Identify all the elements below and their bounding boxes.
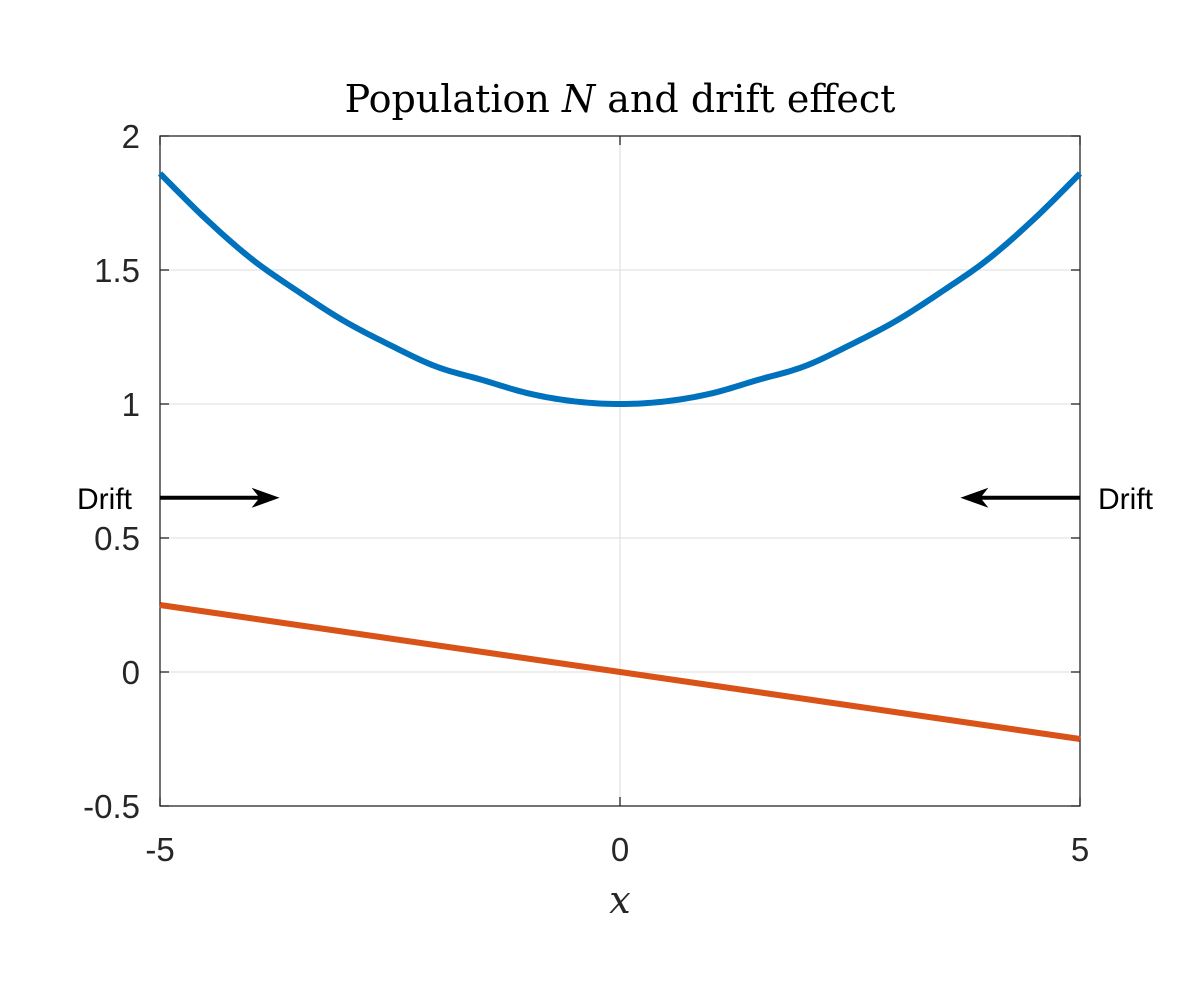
drift-arrow-head bbox=[960, 487, 989, 508]
title-variable: N bbox=[561, 77, 597, 121]
ticks: -0.5 0 0.5 1 1.5 2 -5 0 5 bbox=[83, 118, 1089, 868]
y-tick-label: -0.5 bbox=[83, 788, 140, 825]
series-line-2 bbox=[159, 602, 1081, 742]
drift-label: Drift bbox=[77, 483, 133, 516]
drift-label: Drift bbox=[1098, 483, 1154, 516]
x-axis-label: x bbox=[609, 878, 630, 922]
y-tick-label: 0.5 bbox=[94, 520, 140, 557]
title-prefix: Population bbox=[345, 77, 562, 121]
x-tick-label: -5 bbox=[145, 831, 174, 868]
y-tick-label: 0 bbox=[122, 654, 140, 691]
series bbox=[157, 171, 1083, 742]
y-tick-label: 2 bbox=[122, 118, 140, 155]
annotations: Drift Drift bbox=[77, 483, 1154, 516]
chart-title: Population N and drift effect bbox=[345, 77, 896, 121]
series-line-1 bbox=[157, 171, 1083, 407]
y-tick-label: 1.5 bbox=[94, 252, 140, 289]
drift-arrow-head bbox=[251, 487, 280, 508]
x-tick-label: 5 bbox=[1071, 831, 1089, 868]
x-tick-label: 0 bbox=[611, 831, 629, 868]
title-suffix: and drift effect bbox=[595, 77, 895, 121]
grid bbox=[160, 136, 1080, 806]
y-tick-label: 1 bbox=[122, 386, 140, 423]
